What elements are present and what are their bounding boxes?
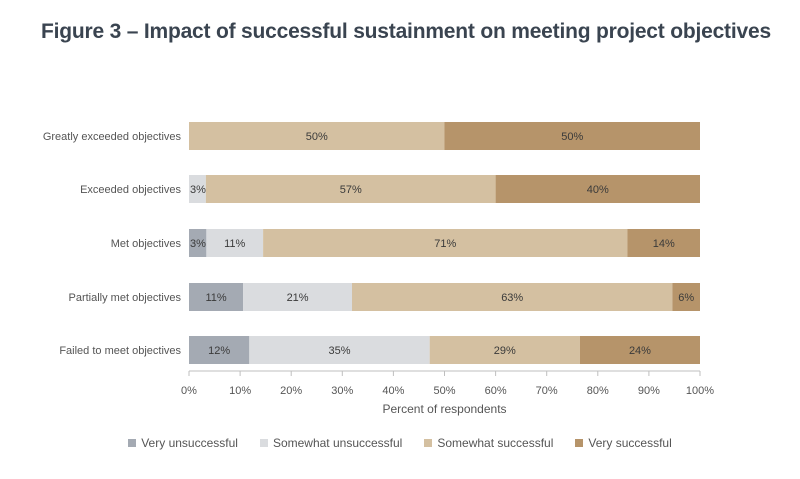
- legend-label: Somewhat unsuccessful: [272, 436, 403, 450]
- bar-segment: [263, 229, 628, 257]
- bar-segment: [579, 336, 700, 364]
- data-label: 14%: [653, 238, 675, 250]
- legend-label: Very unsuccessful: [141, 436, 238, 450]
- x-tick-label: 40%: [382, 385, 404, 397]
- data-label: 29%: [494, 345, 516, 357]
- bar-segment: [444, 122, 700, 150]
- bar-segment: [189, 122, 445, 150]
- data-label: 11%: [205, 292, 226, 304]
- x-tick-label: 60%: [485, 385, 507, 397]
- x-tick-label: 70%: [536, 385, 558, 397]
- bar-segment: [189, 229, 207, 257]
- x-tick-label: 20%: [280, 385, 302, 397]
- x-tick-label: 50%: [433, 385, 455, 397]
- data-label: 50%: [561, 131, 583, 143]
- bar-segment: [495, 175, 700, 203]
- x-axis-label: Percent of respondents: [382, 402, 506, 416]
- x-tick-label: 0%: [181, 385, 197, 397]
- category-label: Failed to meet objectives: [59, 345, 181, 357]
- bar-segment: [672, 283, 700, 311]
- x-tick-label: 100%: [686, 385, 714, 397]
- bar-segment: [627, 229, 700, 257]
- bar-segment: [429, 336, 580, 364]
- bar-segment: [189, 175, 206, 203]
- bar-segment: [206, 229, 264, 257]
- legend-item: Very successful: [575, 436, 672, 450]
- data-label: 63%: [501, 292, 523, 304]
- legend-item: Somewhat unsuccessful: [259, 436, 403, 450]
- legend-item: Very unsuccessful: [128, 436, 238, 450]
- data-label: 57%: [340, 184, 362, 196]
- legend-label: Somewhat successful: [437, 436, 554, 450]
- data-label: 3%: [190, 184, 206, 196]
- bar-segment: [352, 283, 673, 311]
- data-label: 6%: [678, 292, 694, 304]
- data-label: 3%: [190, 238, 206, 250]
- legend-item: Somewhat successful: [424, 436, 553, 450]
- legend: Very unsuccessful Somewhat unsuccessful So…: [0, 436, 800, 450]
- category-labels: Greatly exceeded objectives Exceeded obje…: [43, 131, 182, 357]
- bar-segment: [205, 175, 496, 203]
- x-tick-label: 10%: [229, 385, 251, 397]
- legend-swatch: [259, 439, 268, 447]
- x-tick-label: 80%: [587, 385, 609, 397]
- category-label: Exceeded objectives: [80, 184, 181, 196]
- category-label: Greatly exceeded objectives: [43, 131, 182, 143]
- x-tick-label: 30%: [331, 385, 353, 397]
- data-label: 40%: [587, 184, 609, 196]
- legend-swatch: [424, 439, 433, 447]
- data-label: 21%: [287, 292, 309, 304]
- category-label: Met objectives: [111, 238, 182, 250]
- bar-layer: 50% 50% 3% 57% 40% 3% 11% 71% 14% 11% 21% 63% 6% 12% 3…: [189, 122, 700, 364]
- bar-segment: [189, 283, 244, 311]
- chart-title: Figure 3 – Impact of successful sustainm…: [41, 20, 771, 43]
- legend-label: Very successful: [588, 436, 672, 450]
- x-tick-label: 90%: [638, 385, 660, 397]
- category-label: Partially met objectives: [69, 292, 182, 304]
- legend-swatch: [575, 439, 584, 447]
- data-label: 35%: [328, 345, 350, 357]
- data-label: 50%: [306, 131, 328, 143]
- data-label: 71%: [434, 238, 456, 250]
- data-label: 12%: [208, 345, 230, 357]
- bar-segment: [243, 283, 353, 311]
- x-axis-ticks: 0% 10% 20% 30% 40% 50% 60% 70% 80% 90% 100%: [181, 371, 714, 397]
- data-label: 11%: [224, 238, 245, 250]
- bar-segment: [249, 336, 430, 364]
- bar-segment: [189, 336, 250, 364]
- data-label: 24%: [629, 345, 651, 357]
- legend-swatch: [128, 439, 137, 447]
